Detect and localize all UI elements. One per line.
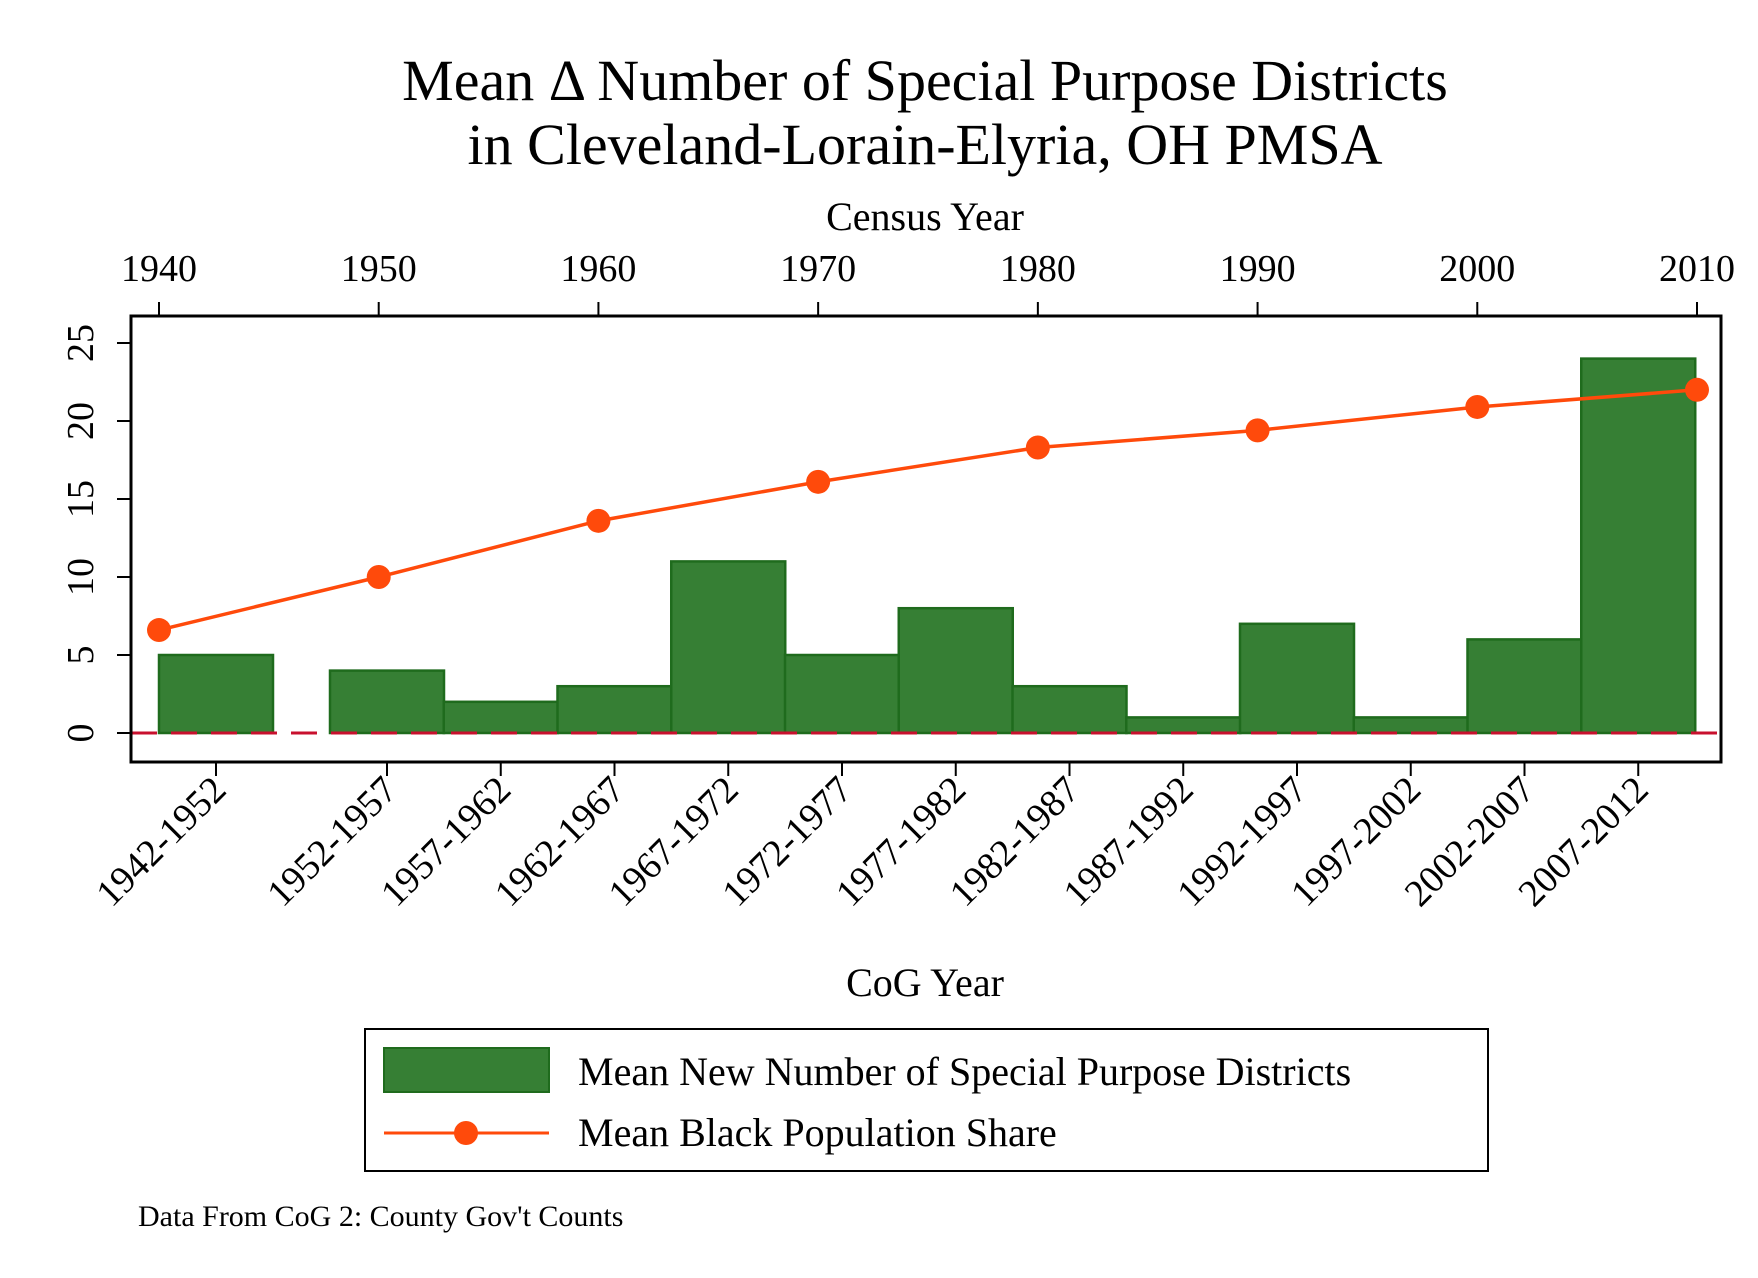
top-tick-label: 2000 — [1439, 248, 1515, 290]
black-share-point — [366, 565, 391, 589]
top-tick-label: 2010 — [1659, 248, 1735, 290]
y-tick-label: 15 — [60, 480, 102, 518]
black-share-point — [1685, 377, 1709, 402]
legend-label-line: Mean Black Population Share — [578, 1110, 1057, 1155]
y-axis: 0 5 10 15 20 25 — [60, 324, 131, 743]
bar-1982-1987 — [1011, 684, 1128, 735]
top-axis-title: Census Year — [826, 194, 1024, 239]
legend: Mean New Number of Special Purpose Distr… — [364, 1028, 1489, 1172]
x-axis-title: CoG Year — [846, 960, 1004, 1005]
black-share-point — [1025, 435, 1050, 460]
black-share-point — [147, 618, 171, 643]
x-axis: 1942-1952 1952-19571957-19621962-19671967… — [88, 762, 1657, 915]
top-tick-label: 1960 — [560, 248, 636, 290]
legend-label-bars: Mean New Number of Special Purpose Distr… — [578, 1049, 1351, 1094]
bar-2002-2007 — [1466, 638, 1583, 735]
top-tick-label: 1970 — [780, 248, 856, 290]
bar-1957-1962 — [442, 700, 559, 735]
y-tick-label: 10 — [60, 558, 102, 596]
black-share-point — [1245, 418, 1270, 443]
black-share-polyline — [158, 388, 1698, 632]
top-tick-label: 1940 — [121, 248, 197, 290]
bar-1987-1992 — [1125, 716, 1242, 735]
chart-title-line-2: in Cleveland-Lorain-Elyria, OH PMSA — [468, 112, 1383, 177]
bar-1962-1967 — [556, 684, 673, 735]
bar-1972-1977 — [783, 653, 901, 735]
top-tick-label: 1990 — [1220, 248, 1296, 290]
black-share-point — [1465, 394, 1490, 419]
black-share-point — [586, 508, 611, 533]
bar-1967-1972 — [670, 560, 787, 735]
bar-1997-2002 — [1352, 716, 1469, 735]
black-share-line — [147, 377, 1709, 643]
black-share-point — [806, 469, 831, 494]
legend-bar-swatch — [383, 1047, 550, 1093]
x-tick-label: 1942-1952 — [88, 769, 234, 915]
y-tick-label: 25 — [60, 324, 102, 362]
top-tick-label: 1980 — [1000, 248, 1076, 290]
bar-2007-2012 — [1580, 357, 1697, 735]
legend-box — [364, 1028, 1489, 1172]
bar-1942-1952 — [157, 653, 275, 735]
chart-title-line-1: Mean Δ Number of Special Purpose Distric… — [402, 48, 1448, 113]
legend-marker-swatch — [454, 1121, 478, 1145]
y-tick-label: 0 — [60, 724, 102, 743]
bars — [157, 357, 1697, 735]
y-tick-label: 5 — [60, 646, 102, 665]
source-note: Data From CoG 2: County Gov't Counts — [138, 1200, 623, 1233]
bar-1992-1997 — [1238, 622, 1356, 735]
bar-1952-1957 — [328, 669, 446, 735]
top-axis: 1940 1950 1960 1970 1980 1990 2000 2010 — [121, 248, 1735, 316]
y-tick-label: 20 — [60, 402, 102, 440]
top-tick-label: 1950 — [341, 248, 417, 290]
plot-frame — [129, 314, 1723, 764]
bar-1977-1982 — [897, 606, 1014, 735]
